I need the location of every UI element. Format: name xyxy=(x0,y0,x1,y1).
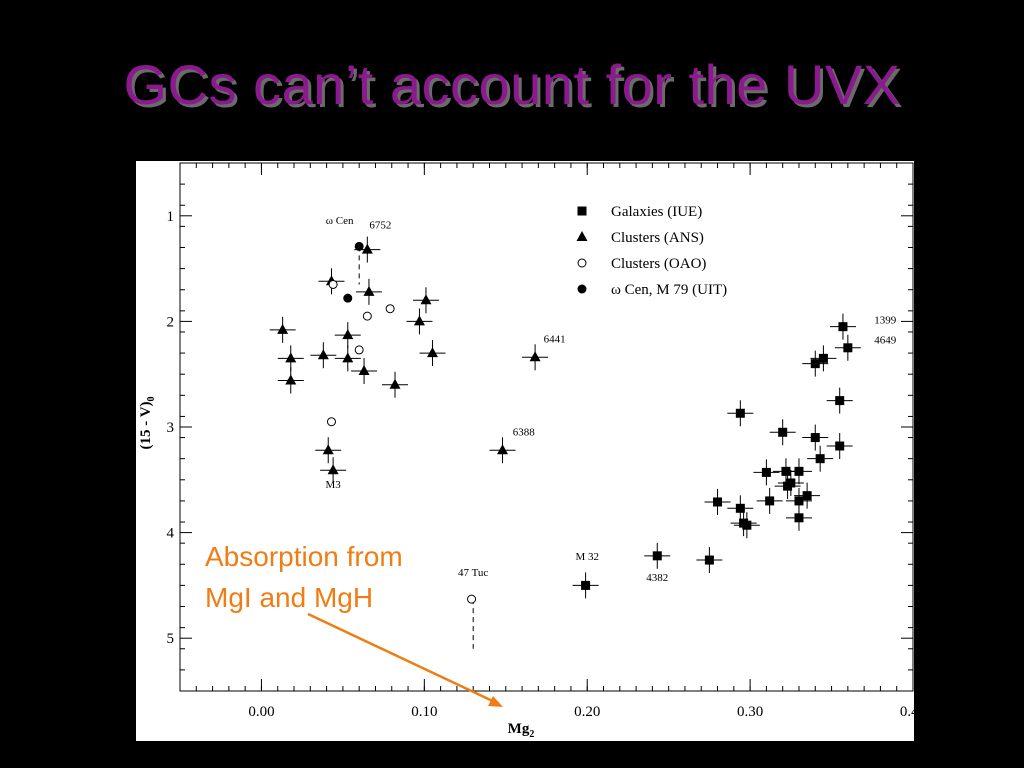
y-tick-label: 3 xyxy=(167,420,175,436)
legend-label: Clusters (OAO) xyxy=(611,256,706,272)
legend-label: Clusters (ANS) xyxy=(611,230,704,246)
point-label: ω Cen xyxy=(326,215,354,227)
triangle-marker xyxy=(363,285,375,296)
triangle-marker xyxy=(529,351,541,362)
square-marker xyxy=(704,555,714,565)
x-tick-label: 0.40 xyxy=(900,704,914,720)
y-axis-label-subscript: 0 xyxy=(146,396,157,401)
point-label: M 32 xyxy=(575,551,599,563)
legend: Galaxies (IUE) Clusters (ANS) Clusters (OA… xyxy=(576,204,727,298)
point-label: 1399 xyxy=(874,315,897,327)
legend-square-marker xyxy=(577,206,587,216)
y-tick-label: 1 xyxy=(167,209,175,225)
x-tick-label: 0.00 xyxy=(248,704,274,720)
legend-label: ω Cen, M 79 (UIT) xyxy=(611,282,727,298)
triangle-marker xyxy=(389,378,401,389)
open-circle-marker xyxy=(362,311,372,321)
annotation-arrow xyxy=(307,612,500,706)
point-label: 6752 xyxy=(369,219,391,231)
square-marker xyxy=(778,427,788,437)
square-marker xyxy=(815,454,825,464)
filled-circle-marker xyxy=(354,241,364,251)
triangle-marker xyxy=(497,444,509,455)
square-marker xyxy=(713,497,723,507)
square-marker xyxy=(794,466,804,476)
point-label: 6388 xyxy=(513,426,536,438)
triangle-marker xyxy=(342,329,354,340)
triangle-marker xyxy=(358,365,370,376)
square-marker xyxy=(735,408,745,418)
triangle-marker xyxy=(413,315,425,326)
legend-label: Galaxies (IUE) xyxy=(611,204,702,220)
open-circle-marker xyxy=(467,594,477,604)
point-label: 47 Tuc xyxy=(458,567,488,579)
triangle-marker xyxy=(420,294,432,305)
square-marker xyxy=(735,503,745,513)
y-axis-label: (15 - V)0 xyxy=(138,396,157,449)
square-marker xyxy=(761,467,771,477)
triangle-marker xyxy=(317,349,329,360)
filled-circle-marker xyxy=(343,293,353,303)
square-marker xyxy=(652,551,662,561)
point-annotations: ω Cen 6752 6441 6388 M3 M 32 4382 47 Tuc 1399 464… xyxy=(325,215,896,584)
scatter-plot: 0.00 0.10 0.20 0.30 0.40 1 2 3 4 5 ω Cen 6752 6441 6… xyxy=(138,162,914,740)
triangle-marker xyxy=(285,374,297,385)
x-tick-label: 0.10 xyxy=(411,704,437,720)
y-tick-label: 5 xyxy=(167,631,175,647)
square-marker xyxy=(742,520,752,530)
triangle-marker xyxy=(361,243,373,254)
square-marker xyxy=(794,513,804,523)
point-label: M3 xyxy=(325,479,341,491)
square-marker xyxy=(581,580,591,590)
legend-triangle-marker xyxy=(576,231,588,241)
square-marker xyxy=(794,496,804,506)
x-axis-label: Mg2 xyxy=(508,721,535,740)
square-marker xyxy=(802,491,812,501)
square-marker xyxy=(765,496,775,506)
open-circle-marker xyxy=(326,417,336,427)
open-circle-marker xyxy=(385,304,395,314)
triangle-marker xyxy=(327,464,339,475)
square-marker xyxy=(843,343,853,353)
square-marker xyxy=(818,353,828,363)
square-marker xyxy=(835,441,845,451)
x-axis-label-subscript: 2 xyxy=(529,729,534,740)
x-tick-label: 0.30 xyxy=(737,704,763,720)
triangle-marker xyxy=(426,347,438,358)
slide-title: GCs can’t account for the UVX xyxy=(123,53,901,116)
legend-filled-circle-marker xyxy=(577,284,587,294)
absorption-annotation: Absorption from MgI and MgH xyxy=(205,536,403,618)
annotation-arrowhead xyxy=(488,696,503,707)
axis-ticks: 0.00 0.10 0.20 0.30 0.40 1 2 3 4 5 xyxy=(167,162,914,720)
square-marker xyxy=(810,359,820,369)
annotation-line-2: MgI and MgH xyxy=(205,582,374,613)
triangle-marker xyxy=(342,352,354,363)
data-markers xyxy=(277,241,853,604)
point-label: 4649 xyxy=(874,335,897,347)
triangle-marker xyxy=(277,323,289,334)
legend-open-circle-marker xyxy=(577,258,587,268)
triangle-marker xyxy=(285,352,297,363)
scatter-plot-figure: 0.00 0.10 0.20 0.30 0.40 1 2 3 4 5 ω Cen 6752 6441 6… xyxy=(136,161,914,741)
annotation-line-1: Absorption from xyxy=(205,541,403,572)
x-tick-label: 0.20 xyxy=(574,704,600,720)
triangle-marker xyxy=(322,444,334,455)
open-circle-marker xyxy=(354,345,364,355)
y-tick-label: 4 xyxy=(167,526,175,542)
square-marker xyxy=(810,433,820,443)
open-circle-marker xyxy=(328,279,338,289)
square-marker xyxy=(781,466,791,476)
y-tick-label: 2 xyxy=(167,314,175,330)
square-marker xyxy=(835,396,845,406)
square-marker xyxy=(783,481,793,491)
square-marker xyxy=(838,322,848,332)
point-label: 4382 xyxy=(646,572,668,584)
point-label: 6441 xyxy=(544,334,566,346)
